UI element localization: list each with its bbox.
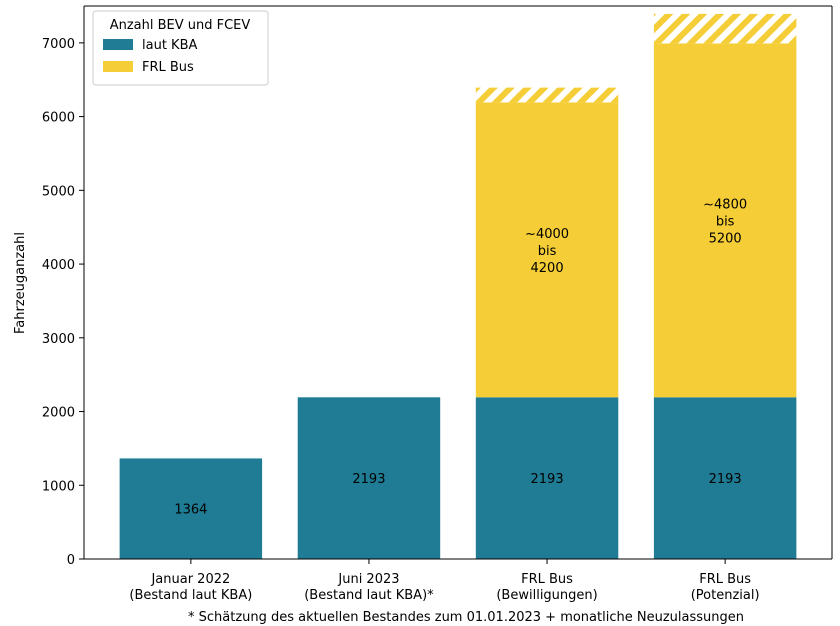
bar-4-label-2-line-2: bis [716, 214, 735, 229]
y-tick-label-6000: 6000 [42, 111, 75, 126]
x-tick-label-2-line-2: (Bestand laut KBA)* [304, 588, 434, 603]
legend-box [92, 10, 269, 86]
footnote: * Schätzung des aktuellen Bestandes zum … [188, 610, 744, 625]
legend-entry-1: laut KBA [142, 38, 197, 53]
bar-3-label-2-line-1: ~4000 [525, 227, 569, 242]
y-tick-label-5000: 5000 [42, 184, 75, 199]
legend-entry-2: FRL Bus [142, 60, 194, 75]
legend-swatch-2 [103, 61, 133, 72]
x-tick-label-1-line-2: (Bestand laut KBA) [129, 588, 252, 603]
x-tick-label-1-line-1: Januar 2022 [150, 572, 230, 587]
bar-1-label-1-line-1: 1364 [174, 503, 207, 518]
bar-3-segment-3 [475, 87, 619, 103]
y-axis-label: Fahrzeuganzahl [13, 232, 28, 334]
bar-3-label-2-line-3: 4200 [531, 261, 564, 276]
x-tick-label-3-line-2: (Bewilligungen) [496, 588, 597, 603]
y-tick-label-1000: 1000 [42, 479, 75, 494]
y-tick-label-3000: 3000 [42, 332, 75, 347]
bar-4-label-2-line-3: 5200 [709, 231, 742, 246]
bar-2-segment-1 [297, 397, 441, 559]
bar-3-label-1-line-1: 2193 [531, 472, 564, 487]
bar-4-label-2-line-1: ~4800 [703, 197, 747, 212]
plot-area: 1364 2193 2193 2193 ~4000 bis 4200 ~4800 bis 5200… [42, 5, 833, 603]
bar-4-segment-3 [653, 13, 797, 44]
x-tick-label-4-line-1: FRL Bus [699, 572, 751, 587]
bar-3-segment-2 [475, 102, 619, 398]
bar-3-label-2-line-2: bis [538, 244, 557, 259]
bar-4-segment-2 [653, 43, 797, 398]
bar-4-label-1-line-1: 2193 [709, 472, 742, 487]
x-tick-label-3-line-1: FRL Bus [521, 572, 573, 587]
bar-2-label-1-line-1: 2193 [352, 472, 385, 487]
x-tick-label-2-line-1: Juni 2023 [337, 572, 399, 587]
bar-1-segment-1 [119, 458, 263, 559]
y-tick-label-2000: 2000 [42, 406, 75, 421]
bar-3-segment-1 [475, 397, 619, 559]
y-tick-label-7000: 7000 [42, 37, 75, 52]
y-tick-label-4000: 4000 [42, 258, 75, 273]
legend-title: Anzahl BEV und FCEV [110, 18, 251, 33]
legend-swatch-1 [103, 39, 133, 50]
x-tick-label-4-line-2: (Potenzial) [691, 588, 760, 603]
bar-4-segment-1 [653, 397, 797, 559]
y-tick-label-0: 0 [67, 553, 75, 568]
legend: Anzahl BEV und FCEV laut KBA FRL Bus [92, 10, 269, 86]
